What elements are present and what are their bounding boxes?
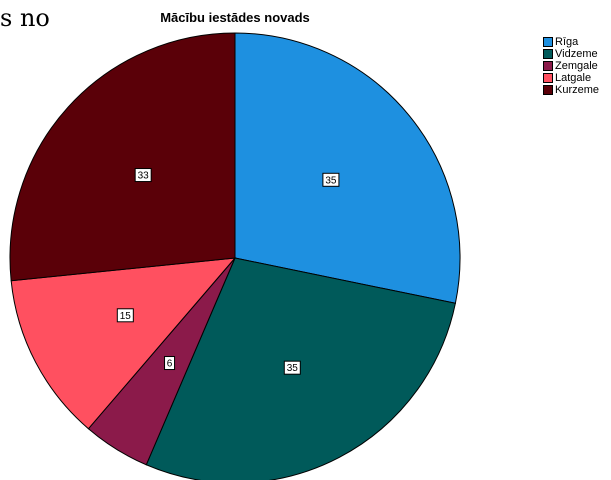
legend-swatch	[543, 49, 553, 59]
legend-swatch	[543, 85, 553, 95]
slice-label-riga: 35	[322, 172, 340, 187]
legend-swatch	[543, 73, 553, 83]
slice-label-latgale: 15	[116, 308, 134, 323]
legend-label: Latgale	[555, 72, 592, 84]
pie-slice-riga	[234, 32, 461, 304]
pie-slice-vidzeme	[145, 257, 456, 480]
pie-slice-kurzeme	[9, 32, 236, 282]
slice-label-vidzeme: 35	[283, 360, 301, 375]
svg-text:35: 35	[325, 175, 337, 186]
legend-label: Rīga	[555, 36, 579, 48]
legend-label: Zemgale	[555, 60, 598, 72]
legend-item-vidzeme: Vidzeme	[543, 48, 599, 60]
legend-label: Vidzeme	[555, 48, 598, 60]
svg-text:6: 6	[167, 359, 173, 370]
legend-swatch	[543, 61, 553, 71]
legend-swatch	[543, 37, 553, 47]
legend-item-riga: Rīga	[543, 36, 599, 48]
pie-slice-latgale	[10, 257, 237, 430]
legend-item-kurzeme: Kurzeme	[543, 84, 599, 96]
slice-label-kurzeme: 33	[134, 168, 152, 183]
legend-label: Kurzeme	[555, 84, 600, 96]
svg-text:35: 35	[287, 363, 299, 374]
legend-item-latgale: Latgale	[543, 72, 599, 84]
legend-item-zemgale: Zemgale	[543, 60, 599, 72]
slice-label-zemgale: 6	[164, 356, 176, 371]
partial-text: s no	[0, 4, 50, 32]
svg-text:15: 15	[120, 311, 132, 322]
legend: Rīga Vidzeme Zemgale Latgale Kurzeme	[543, 36, 599, 96]
svg-text:33: 33	[138, 171, 150, 182]
